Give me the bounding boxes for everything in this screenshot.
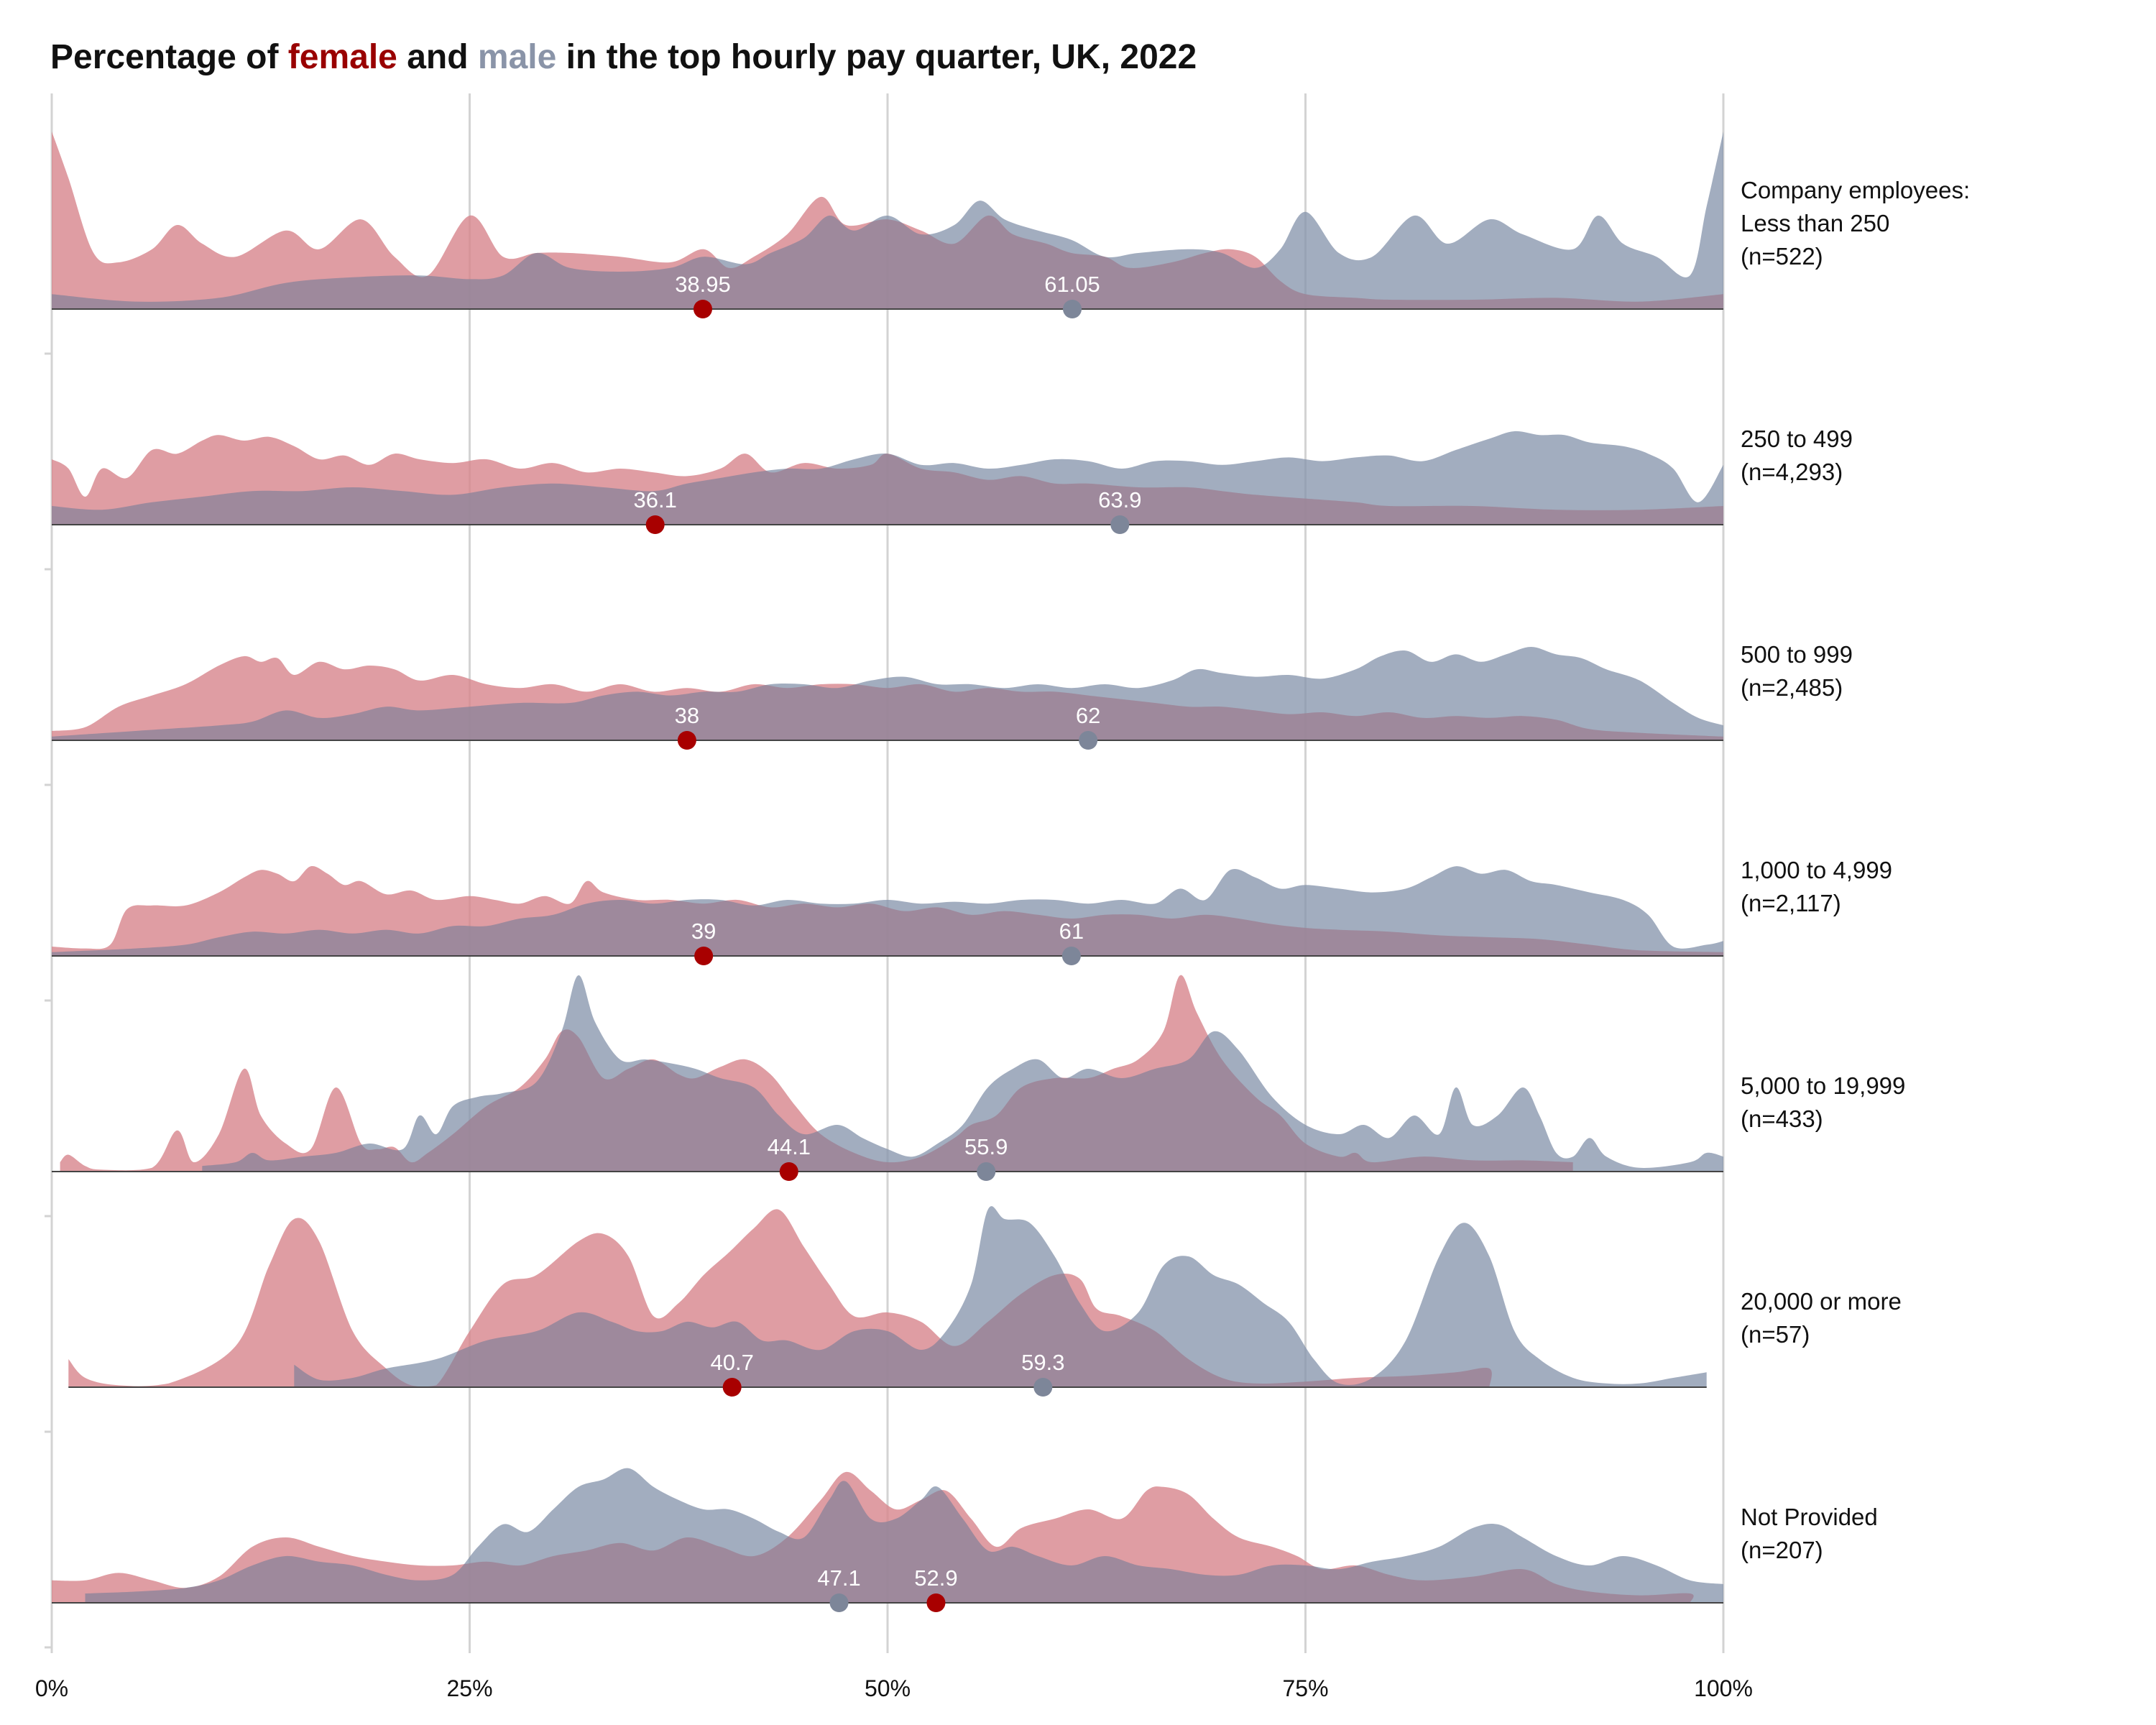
ridge-group-1: 36.1 63.9 [52,431,1723,534]
group-label-line: Less than 250 [1741,210,1889,236]
female-median-label: 39 [691,919,716,944]
group-label-0: Company employees: Less than 250 (n=522) [1741,177,1970,270]
ridge-group-6: 52.9 47.1 [52,1468,1723,1612]
group-label-line: (n=433) [1741,1105,1823,1132]
male-median-point [1061,947,1081,965]
female-overlap-tint [52,1471,1694,1603]
x-tick-label-75: 75% [1282,1675,1328,1701]
x-tick-label-100: 100% [1694,1675,1753,1701]
x-tick-label-25: 25% [446,1675,492,1701]
chart-title: Percentage of female and male in the top… [50,38,1197,76]
male-density-area [202,975,1723,1172]
male-median-label: 59.3 [1021,1350,1064,1375]
male-median-point [1079,731,1098,750]
female-median-point [677,731,696,750]
title-part-2: and [397,38,478,76]
group-label-line: (n=522) [1741,243,1823,270]
title-part-0: Percentage of [50,38,288,76]
ridge-group-3: 39 61 [52,865,1723,965]
male-density-area [52,647,1723,740]
male-median-point [977,1162,996,1181]
male-median-label: 63.9 [1098,487,1141,512]
group-label-line: 20,000 or more [1741,1288,1902,1315]
x-axis: 0% 25% 50% 75% 100% [35,352,1753,1701]
female-median-label: 36.1 [634,487,677,512]
female-median-label: 52.9 [914,1565,957,1591]
group-label-6: Not Provided (n=207) [1741,1504,1878,1563]
group-label-line: (n=2,485) [1741,674,1843,701]
female-median-point [645,515,665,534]
x-tick-label-50: 50% [865,1675,911,1701]
group-label-4: 5,000 to 19,999 (n=433) [1741,1072,1905,1132]
female-median-point [722,1378,742,1397]
female-overlap-tint [52,656,1723,740]
male-median-point [1110,515,1130,534]
female-overlap-tint [68,1209,1492,1387]
ridge-group-0: 38.95 61.05 [52,132,1723,318]
group-label-1: 250 to 499 (n=4,293) [1741,426,1853,485]
male-density-area [52,132,1723,309]
female-overlap-tint [52,435,1723,525]
group-label-line: Not Provided [1741,1504,1878,1530]
male-median-label: 61 [1059,919,1084,944]
group-label-line: (n=2,117) [1741,890,1841,916]
group-label-line: Company employees: [1741,177,1970,203]
female-median-label: 40.7 [711,1350,754,1375]
male-median-label: 55.9 [964,1134,1008,1159]
group-label-line: 1,000 to 4,999 [1741,857,1892,883]
female-overlap-tint [52,132,1723,309]
male-density-area [294,1206,1707,1387]
group-labels: Company employees: Less than 250 (n=522) 25… [1741,177,1970,1563]
group-label-line: 500 to 999 [1741,641,1853,668]
ridge-group-4: 44.1 55.9 [52,975,1723,1181]
group-label-line: (n=207) [1741,1537,1823,1563]
female-median-point [693,300,712,318]
female-median-label: 44.1 [768,1134,811,1159]
male-density-area [52,866,1723,956]
female-median-point [779,1162,798,1181]
gridlines [50,93,1725,1653]
female-overlap-tint [52,865,1723,956]
male-median-point [829,1593,849,1612]
ridge-group-5: 40.7 59.3 [68,1206,1707,1397]
title-part-1: female [288,38,397,76]
male-median-label: 62 [1076,703,1100,728]
male-median-label: 47.1 [817,1565,860,1591]
group-label-line: 250 to 499 [1741,426,1853,452]
group-label-5: 20,000 or more (n=57) [1741,1288,1902,1348]
female-median-label: 38.95 [675,272,731,297]
group-label-line: 5,000 to 19,999 [1741,1072,1905,1099]
female-median-point [926,1593,946,1612]
ridge-group-2: 38 62 [52,647,1723,750]
male-median-point [1063,300,1082,318]
title-part-3: male [478,38,556,76]
male-density-area [52,431,1723,525]
male-median-label: 61.05 [1044,272,1100,297]
x-tick-label-0: 0% [35,1675,68,1701]
female-overlap-tint [60,975,1573,1172]
female-median-point [694,947,714,965]
density-ridges: 38.95 61.05 36.1 63.9 38 62 39 61 44.1 55.9 40.7 59… [52,132,1723,1612]
group-label-2: 500 to 999 (n=2,485) [1741,641,1853,701]
male-median-point [1033,1378,1053,1397]
female-median-label: 38 [675,703,699,728]
title-part-4: in the top hourly pay quarter, UK, 2022 [556,38,1197,76]
group-label-line: (n=57) [1741,1321,1810,1348]
group-label-line: (n=4,293) [1741,459,1843,485]
male-density-area [85,1468,1723,1603]
group-label-3: 1,000 to 4,999 (n=2,117) [1741,857,1892,916]
